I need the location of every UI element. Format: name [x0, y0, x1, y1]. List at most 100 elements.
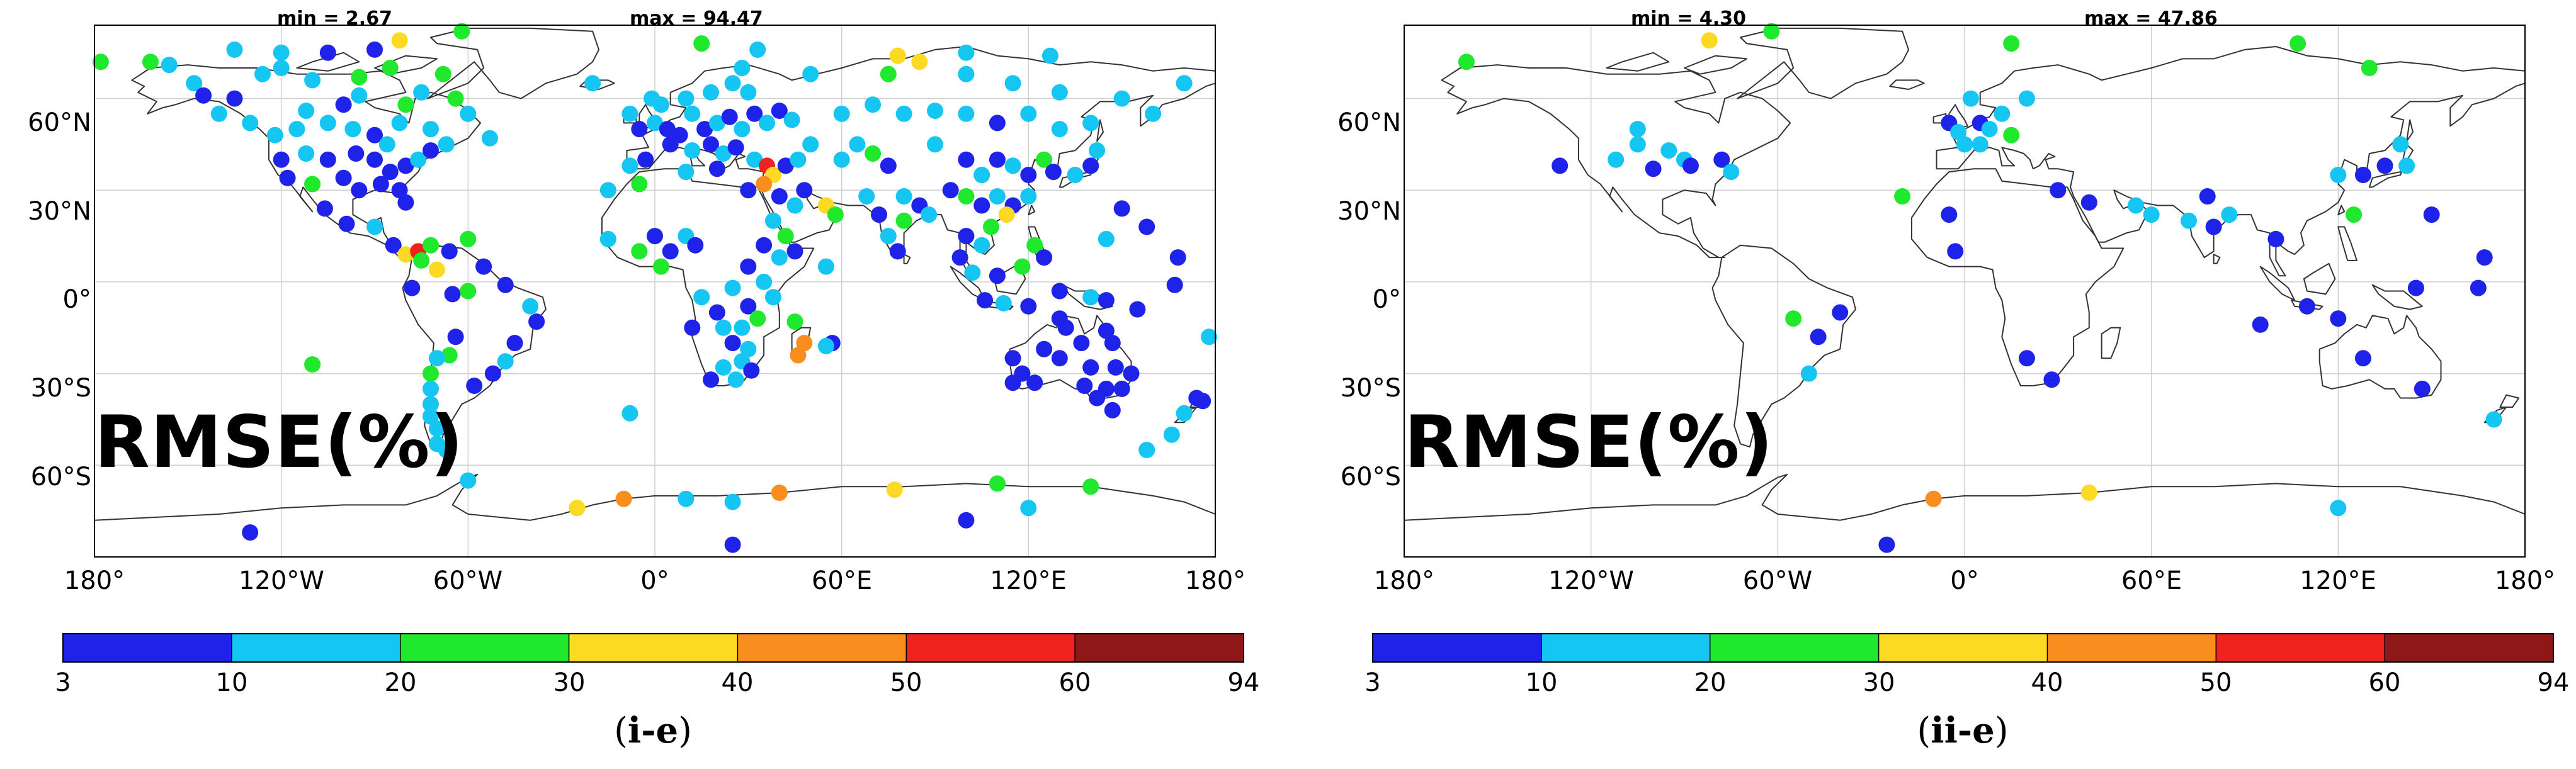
station-marker [977, 292, 994, 309]
station-marker [1629, 121, 1646, 138]
station-marker [438, 136, 455, 153]
station-marker [273, 60, 290, 76]
coastline [296, 52, 360, 72]
station-marker [444, 286, 461, 303]
station-marker [481, 130, 498, 147]
station-marker [684, 319, 701, 336]
lon-label-180w: 180° [64, 566, 125, 595]
station-marker [423, 408, 439, 425]
colorbar-tick: 60 [2368, 668, 2401, 697]
station-marker [2043, 371, 2060, 388]
station-marker [2205, 218, 2222, 235]
panel-caption: (ii-e) [1917, 710, 2009, 751]
station-marker [1067, 167, 1084, 183]
station-marker [1552, 157, 1569, 174]
station-marker [998, 206, 1015, 223]
station-marker [2398, 157, 2415, 174]
map-frame [1404, 25, 2526, 558]
map-panel-ii-e: min = 4.30 max = 47.86 60°N 30°N 0° 30°S… [1310, 0, 2576, 769]
station-marker [951, 249, 968, 266]
station-marker [989, 151, 1006, 168]
station-marker [2018, 90, 2035, 107]
station-marker [684, 142, 701, 159]
station-marker [678, 164, 695, 181]
station-marker [777, 157, 794, 174]
station-marker [195, 87, 212, 104]
station-marker [865, 96, 882, 113]
station-marker [1020, 500, 1037, 517]
coastline [427, 27, 599, 99]
station-marker [724, 493, 741, 510]
station-marker [1113, 380, 1130, 397]
lat-label-60s: 60°S [1340, 463, 1401, 491]
station-marker [958, 151, 975, 168]
station-marker [441, 243, 458, 260]
station-marker [2330, 500, 2347, 517]
station-markers [1458, 23, 2502, 553]
station-marker [438, 442, 455, 458]
station-marker [428, 261, 445, 278]
colorbar-tick: 40 [2031, 668, 2063, 697]
station-marker [92, 53, 109, 70]
station-marker [889, 243, 906, 260]
station-marker [423, 380, 439, 397]
station-marker [1947, 243, 1964, 260]
station-marker [734, 319, 751, 336]
station-marker [397, 194, 414, 211]
colorbar-frame [1372, 633, 2554, 663]
station-marker [740, 340, 757, 357]
station-marker [1832, 304, 1849, 321]
coastline [2101, 327, 2121, 359]
station-marker [724, 279, 741, 296]
station-marker [599, 182, 616, 199]
station-marker [1701, 32, 1718, 49]
colorbar-tick: 94 [1227, 668, 1260, 697]
station-marker [989, 115, 1006, 132]
min-label: min = 2.67 [277, 8, 392, 30]
station-marker [631, 176, 648, 193]
lon-label-0: 0° [1950, 566, 1979, 595]
station-marker [973, 167, 990, 183]
lon-label-60w: 60°W [433, 566, 503, 595]
coastline [1684, 55, 1747, 75]
station-marker [771, 103, 788, 119]
station-marker [644, 90, 661, 107]
station-marker [2050, 182, 2067, 199]
station-marker [880, 228, 897, 245]
station-marker [659, 121, 676, 138]
lat-label-0: 0° [1372, 285, 1401, 314]
station-marker [2392, 136, 2409, 153]
station-marker [316, 200, 333, 217]
coastline [1948, 104, 1968, 130]
coastline [903, 254, 911, 264]
station-marker [1981, 121, 1998, 138]
station-marker [790, 347, 807, 364]
station-marker [1956, 136, 1973, 153]
station-marker [475, 258, 492, 275]
lat-label-0: 0° [62, 285, 91, 314]
station-marker [958, 105, 975, 122]
station-marker [447, 328, 464, 345]
colorbar-segment [1373, 634, 1541, 662]
station-marker [827, 206, 844, 223]
station-marker [2003, 35, 2020, 52]
lon-label-120w: 120°W [1548, 566, 1634, 595]
station-marker [2199, 188, 2216, 205]
station-marker [1004, 75, 1021, 92]
station-marker [428, 420, 445, 437]
station-marker [724, 335, 741, 352]
station-marker [2289, 35, 2306, 52]
station-marker [1026, 237, 1043, 254]
station-marker [460, 230, 477, 247]
station-marker [428, 350, 445, 367]
station-marker [2080, 485, 2097, 501]
station-marker [423, 396, 439, 413]
station-marker [708, 115, 725, 132]
station-marker [1082, 359, 1099, 376]
map-panel-i-e: min = 2.67 max = 94.47 60°N 30°N 0° 30°S… [28, 8, 1260, 751]
colorbar-segment [906, 634, 1075, 662]
lon-label-180e: 180° [2494, 566, 2556, 595]
station-marker [2407, 279, 2424, 296]
station-marker [1138, 442, 1155, 458]
station-marker [584, 75, 601, 92]
